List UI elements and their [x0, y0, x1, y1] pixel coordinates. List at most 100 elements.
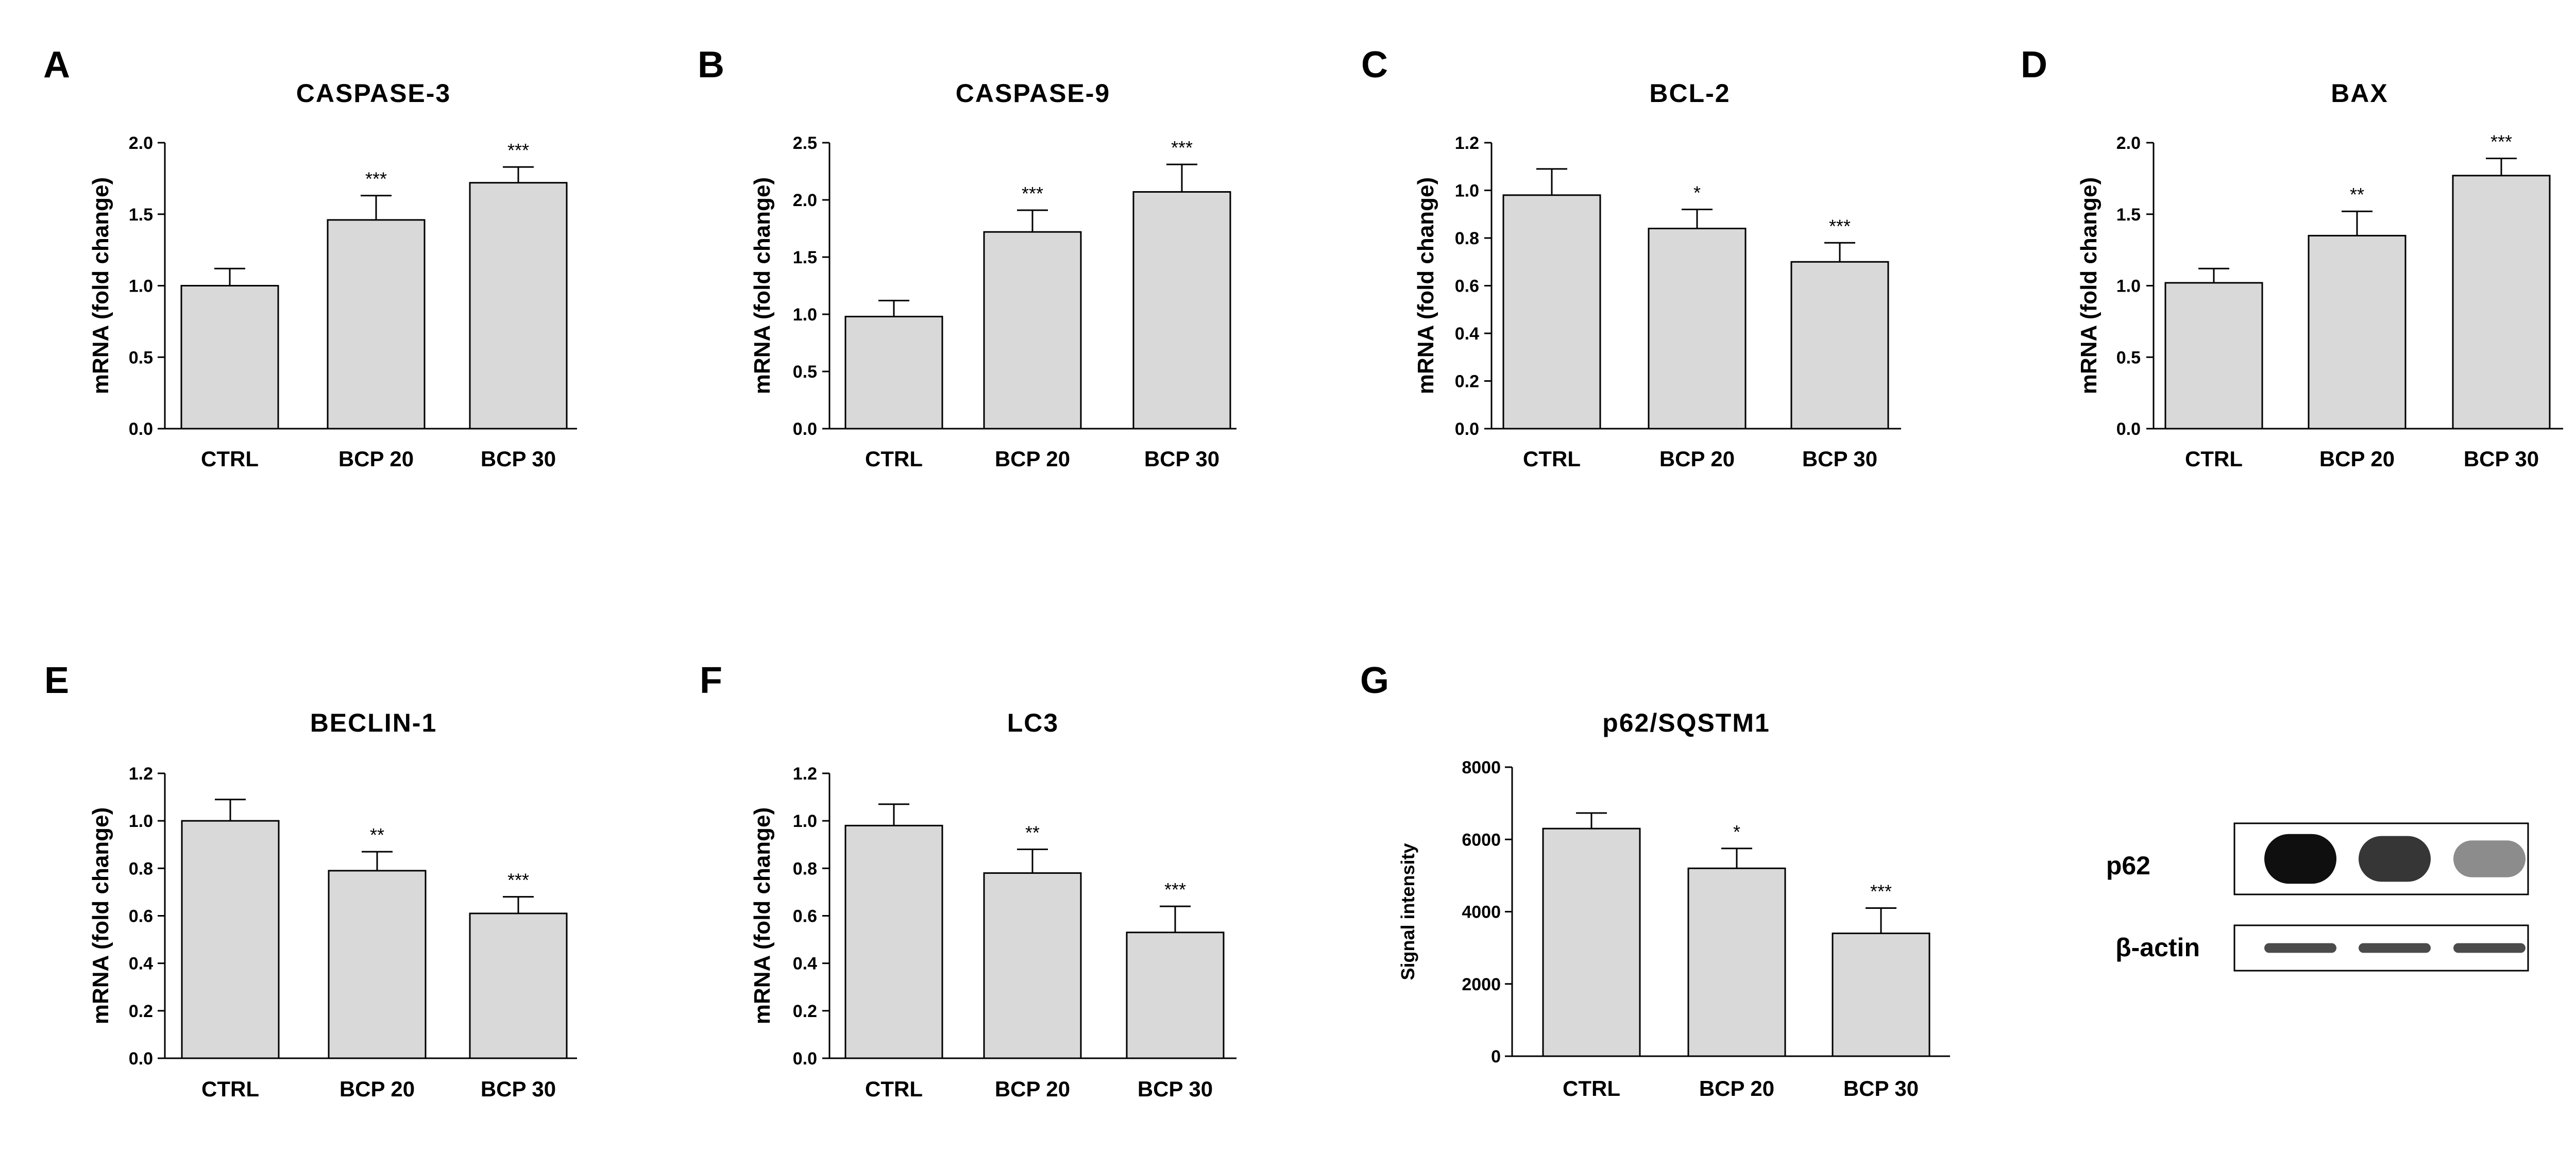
bar-d-bcp-30	[2452, 175, 2551, 430]
chart-title-f: LC3	[1007, 708, 1059, 737]
y-tick-label-b: 0.5	[793, 362, 817, 382]
bar-g-bcp-20	[1687, 867, 1786, 1057]
chart-panel-d: D BAX mRNA (fold change) 0.0 0.5 1.0 1.5 2.0 CTR…	[2021, 44, 2563, 471]
blot-label-beta-actin: β-actin	[2115, 933, 2200, 962]
y-tick-label-e: 1.0	[129, 811, 153, 831]
bar-f-ctrl	[844, 824, 943, 1059]
category-label-g-bcp-30: BCP 30	[1843, 1076, 1919, 1101]
blot-label-p62: p62	[2106, 851, 2150, 880]
y-tick-label-d: 0.5	[2116, 348, 2141, 367]
y-axis-title-b: mRNA (fold change)	[750, 177, 775, 394]
category-label-d-bcp-30: BCP 30	[2464, 447, 2539, 471]
y-tick-label-e: 0.2	[129, 1002, 153, 1021]
category-label-b-bcp-30: BCP 30	[1144, 447, 1219, 471]
significance-label-a-bcp-20: ***	[365, 168, 387, 190]
y-tick-label-g: 4000	[1462, 903, 1501, 922]
y-tick-label-d: 0.0	[2116, 419, 2141, 439]
blot-band-p62-lane-2	[2359, 836, 2431, 882]
significance-label-e-bcp-20: **	[370, 824, 384, 845]
bar-f-bcp-20	[983, 872, 1082, 1059]
category-label-a-ctrl: CTRL	[201, 447, 259, 471]
bar-b-bcp-30	[1132, 191, 1231, 430]
y-tick-label-f: 0.4	[793, 954, 817, 974]
significance-label-f-bcp-30: ***	[1164, 879, 1186, 900]
y-tick-label-a: 0.5	[129, 348, 153, 367]
y-tick-label-d: 1.5	[2116, 205, 2141, 225]
significance-label-d-bcp-30: ***	[2490, 131, 2512, 153]
category-label-a-bcp-30: BCP 30	[481, 447, 556, 471]
category-label-e-ctrl: CTRL	[201, 1077, 259, 1101]
bar-e-ctrl	[181, 820, 280, 1059]
blot-band-p62-lane-3	[2453, 840, 2526, 877]
category-label-b-ctrl: CTRL	[865, 447, 923, 471]
blot-band-p62-lane-1	[2264, 834, 2336, 884]
panel-letter-b: B	[698, 44, 724, 86]
chart-panel-e: E BECLIN-1 mRNA (fold change) 0.0 0.2 0.4 0.6 0…	[44, 660, 577, 1101]
bar-b-bcp-20	[983, 231, 1082, 430]
bar-g-ctrl	[1542, 827, 1641, 1057]
category-label-f-bcp-20: BCP 20	[995, 1077, 1070, 1101]
y-axis-title-d: mRNA (fold change)	[2076, 177, 2102, 394]
panel-letter-f: F	[700, 660, 722, 701]
bar-g-bcp-30	[1832, 933, 1930, 1057]
chart-panel-f: F LC3 mRNA (fold change) 0.0 0.2 0.4 0.6 0.8 1.0…	[700, 660, 1236, 1101]
bar-e-bcp-20	[328, 870, 427, 1059]
chart-title-d: BAX	[2331, 79, 2388, 108]
y-tick-label-g: 6000	[1462, 830, 1501, 850]
y-tick-label-g: 8000	[1462, 758, 1501, 777]
y-tick-label-a: 2.0	[129, 133, 153, 153]
significance-label-g-bcp-30: ***	[1870, 881, 1892, 902]
bar-b-ctrl	[844, 315, 943, 430]
category-label-c-ctrl: CTRL	[1523, 447, 1581, 471]
bar-d-ctrl	[2164, 282, 2263, 430]
y-tick-label-a: 0.0	[129, 419, 153, 439]
y-tick-label-c: 1.2	[1455, 133, 1479, 153]
panel-letter-e: E	[44, 660, 69, 701]
category-label-a-bcp-20: BCP 20	[338, 447, 414, 471]
y-tick-label-b: 2.5	[793, 133, 817, 153]
y-tick-label-d: 2.0	[2116, 133, 2141, 153]
y-tick-label-f: 0.2	[793, 1002, 817, 1021]
category-label-c-bcp-30: BCP 30	[1802, 447, 1877, 471]
significance-label-b-bcp-20: ***	[1022, 183, 1043, 204]
y-tick-label-c: 0.2	[1455, 372, 1479, 392]
bar-a-bcp-20	[327, 219, 426, 430]
bar-a-ctrl	[180, 285, 279, 430]
y-axis-title-c: mRNA (fold change)	[1413, 177, 1438, 394]
bar-f-bcp-30	[1126, 932, 1225, 1059]
y-tick-label-g: 0	[1491, 1047, 1501, 1067]
category-label-d-bcp-20: BCP 20	[2319, 447, 2395, 471]
y-tick-label-e: 0.0	[129, 1049, 153, 1069]
y-tick-label-f: 1.0	[793, 811, 817, 831]
category-label-c-bcp-20: BCP 20	[1659, 447, 1735, 471]
bar-d-bcp-20	[2308, 234, 2406, 430]
y-tick-label-f: 0.6	[793, 907, 817, 926]
y-tick-label-f: 0.0	[793, 1049, 817, 1069]
chart-title-e: BECLIN-1	[310, 708, 437, 737]
bar-c-ctrl	[1502, 194, 1601, 430]
y-tick-label-e: 0.4	[129, 954, 153, 974]
category-label-b-bcp-20: BCP 20	[995, 447, 1070, 471]
y-tick-label-b: 1.5	[793, 248, 817, 267]
chart-panel-a: A CASPASE-3 mRNA (fold change) 0.0 0.5 1.0 1.5…	[43, 44, 577, 471]
y-axis-title-g: Signal intensity	[1397, 843, 1418, 980]
category-label-f-bcp-30: BCP 30	[1138, 1077, 1213, 1101]
blot-band-actin-lane-3	[2453, 943, 2526, 953]
y-tick-label-c: 0.0	[1455, 419, 1479, 439]
category-label-d-ctrl: CTRL	[2185, 447, 2243, 471]
y-tick-label-a: 1.5	[129, 205, 153, 225]
significance-label-c-bcp-30: ***	[1829, 215, 1851, 236]
y-tick-label-c: 0.4	[1455, 324, 1479, 344]
panel-letter-d: D	[2021, 44, 2047, 86]
y-tick-label-b: 2.0	[793, 191, 817, 210]
significance-label-g-bcp-20: *	[1733, 821, 1740, 842]
y-tick-label-g: 2000	[1462, 975, 1501, 994]
significance-label-b-bcp-30: ***	[1171, 137, 1193, 158]
y-axis-title-e: mRNA (fold change)	[88, 807, 113, 1024]
significance-label-f-bcp-20: **	[1025, 822, 1040, 843]
category-label-e-bcp-30: BCP 30	[481, 1077, 556, 1101]
panel-letter-a: A	[43, 44, 70, 86]
chart-title-c: BCL-2	[1649, 79, 1730, 108]
significance-label-c-bcp-20: *	[1693, 182, 1701, 204]
